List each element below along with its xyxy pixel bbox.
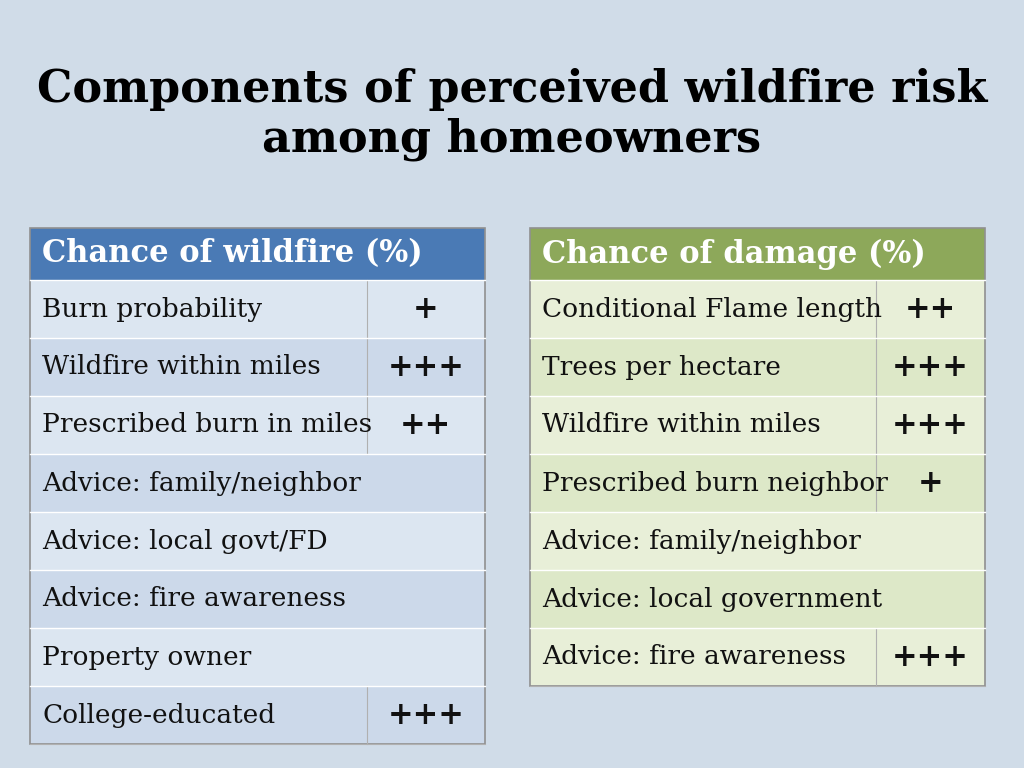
Bar: [530, 280, 985, 338]
Text: Components of perceived wildfire risk
among homeowners: Components of perceived wildfire risk am…: [37, 68, 987, 161]
Text: Conditional Flame length: Conditional Flame length: [542, 296, 882, 322]
Text: ++: ++: [905, 293, 956, 325]
Bar: [30, 570, 485, 628]
Text: +++: +++: [892, 409, 969, 441]
Text: Advice: fire awareness: Advice: fire awareness: [42, 587, 346, 611]
Bar: [30, 228, 485, 744]
Text: +++: +++: [387, 352, 464, 382]
Text: Prescribed burn in miles: Prescribed burn in miles: [42, 412, 372, 438]
Bar: [530, 338, 985, 396]
Bar: [530, 228, 985, 280]
Bar: [30, 512, 485, 570]
Text: College-educated: College-educated: [42, 703, 275, 727]
Bar: [30, 228, 485, 280]
Text: Advice: local govt/FD: Advice: local govt/FD: [42, 528, 328, 554]
Text: +: +: [413, 293, 438, 325]
Bar: [30, 686, 485, 744]
Bar: [30, 280, 485, 338]
Bar: [30, 338, 485, 396]
Text: Prescribed burn neighbor: Prescribed burn neighbor: [542, 471, 888, 495]
Text: Advice: family/neighbor: Advice: family/neighbor: [42, 471, 360, 495]
Text: Advice: local government: Advice: local government: [542, 587, 882, 611]
Bar: [530, 454, 985, 512]
Bar: [530, 228, 985, 686]
Text: Chance of damage (%): Chance of damage (%): [542, 238, 926, 270]
Text: +++: +++: [892, 352, 969, 382]
Text: Trees per hectare: Trees per hectare: [542, 355, 781, 379]
Text: ++: ++: [400, 409, 452, 441]
Bar: [30, 628, 485, 686]
Bar: [530, 512, 985, 570]
Text: +: +: [918, 468, 943, 498]
Text: +++: +++: [892, 641, 969, 673]
Text: +++: +++: [387, 700, 464, 730]
Bar: [530, 570, 985, 628]
Text: Wildfire within miles: Wildfire within miles: [542, 412, 821, 438]
Bar: [530, 396, 985, 454]
Text: Burn probability: Burn probability: [42, 296, 262, 322]
Bar: [30, 454, 485, 512]
Text: Advice: fire awareness: Advice: fire awareness: [542, 644, 846, 670]
Bar: [30, 396, 485, 454]
Text: Advice: family/neighbor: Advice: family/neighbor: [542, 528, 861, 554]
Bar: [530, 628, 985, 686]
Text: Chance of wildfire (%): Chance of wildfire (%): [42, 239, 423, 270]
Text: Property owner: Property owner: [42, 644, 251, 670]
Text: Wildfire within miles: Wildfire within miles: [42, 355, 321, 379]
